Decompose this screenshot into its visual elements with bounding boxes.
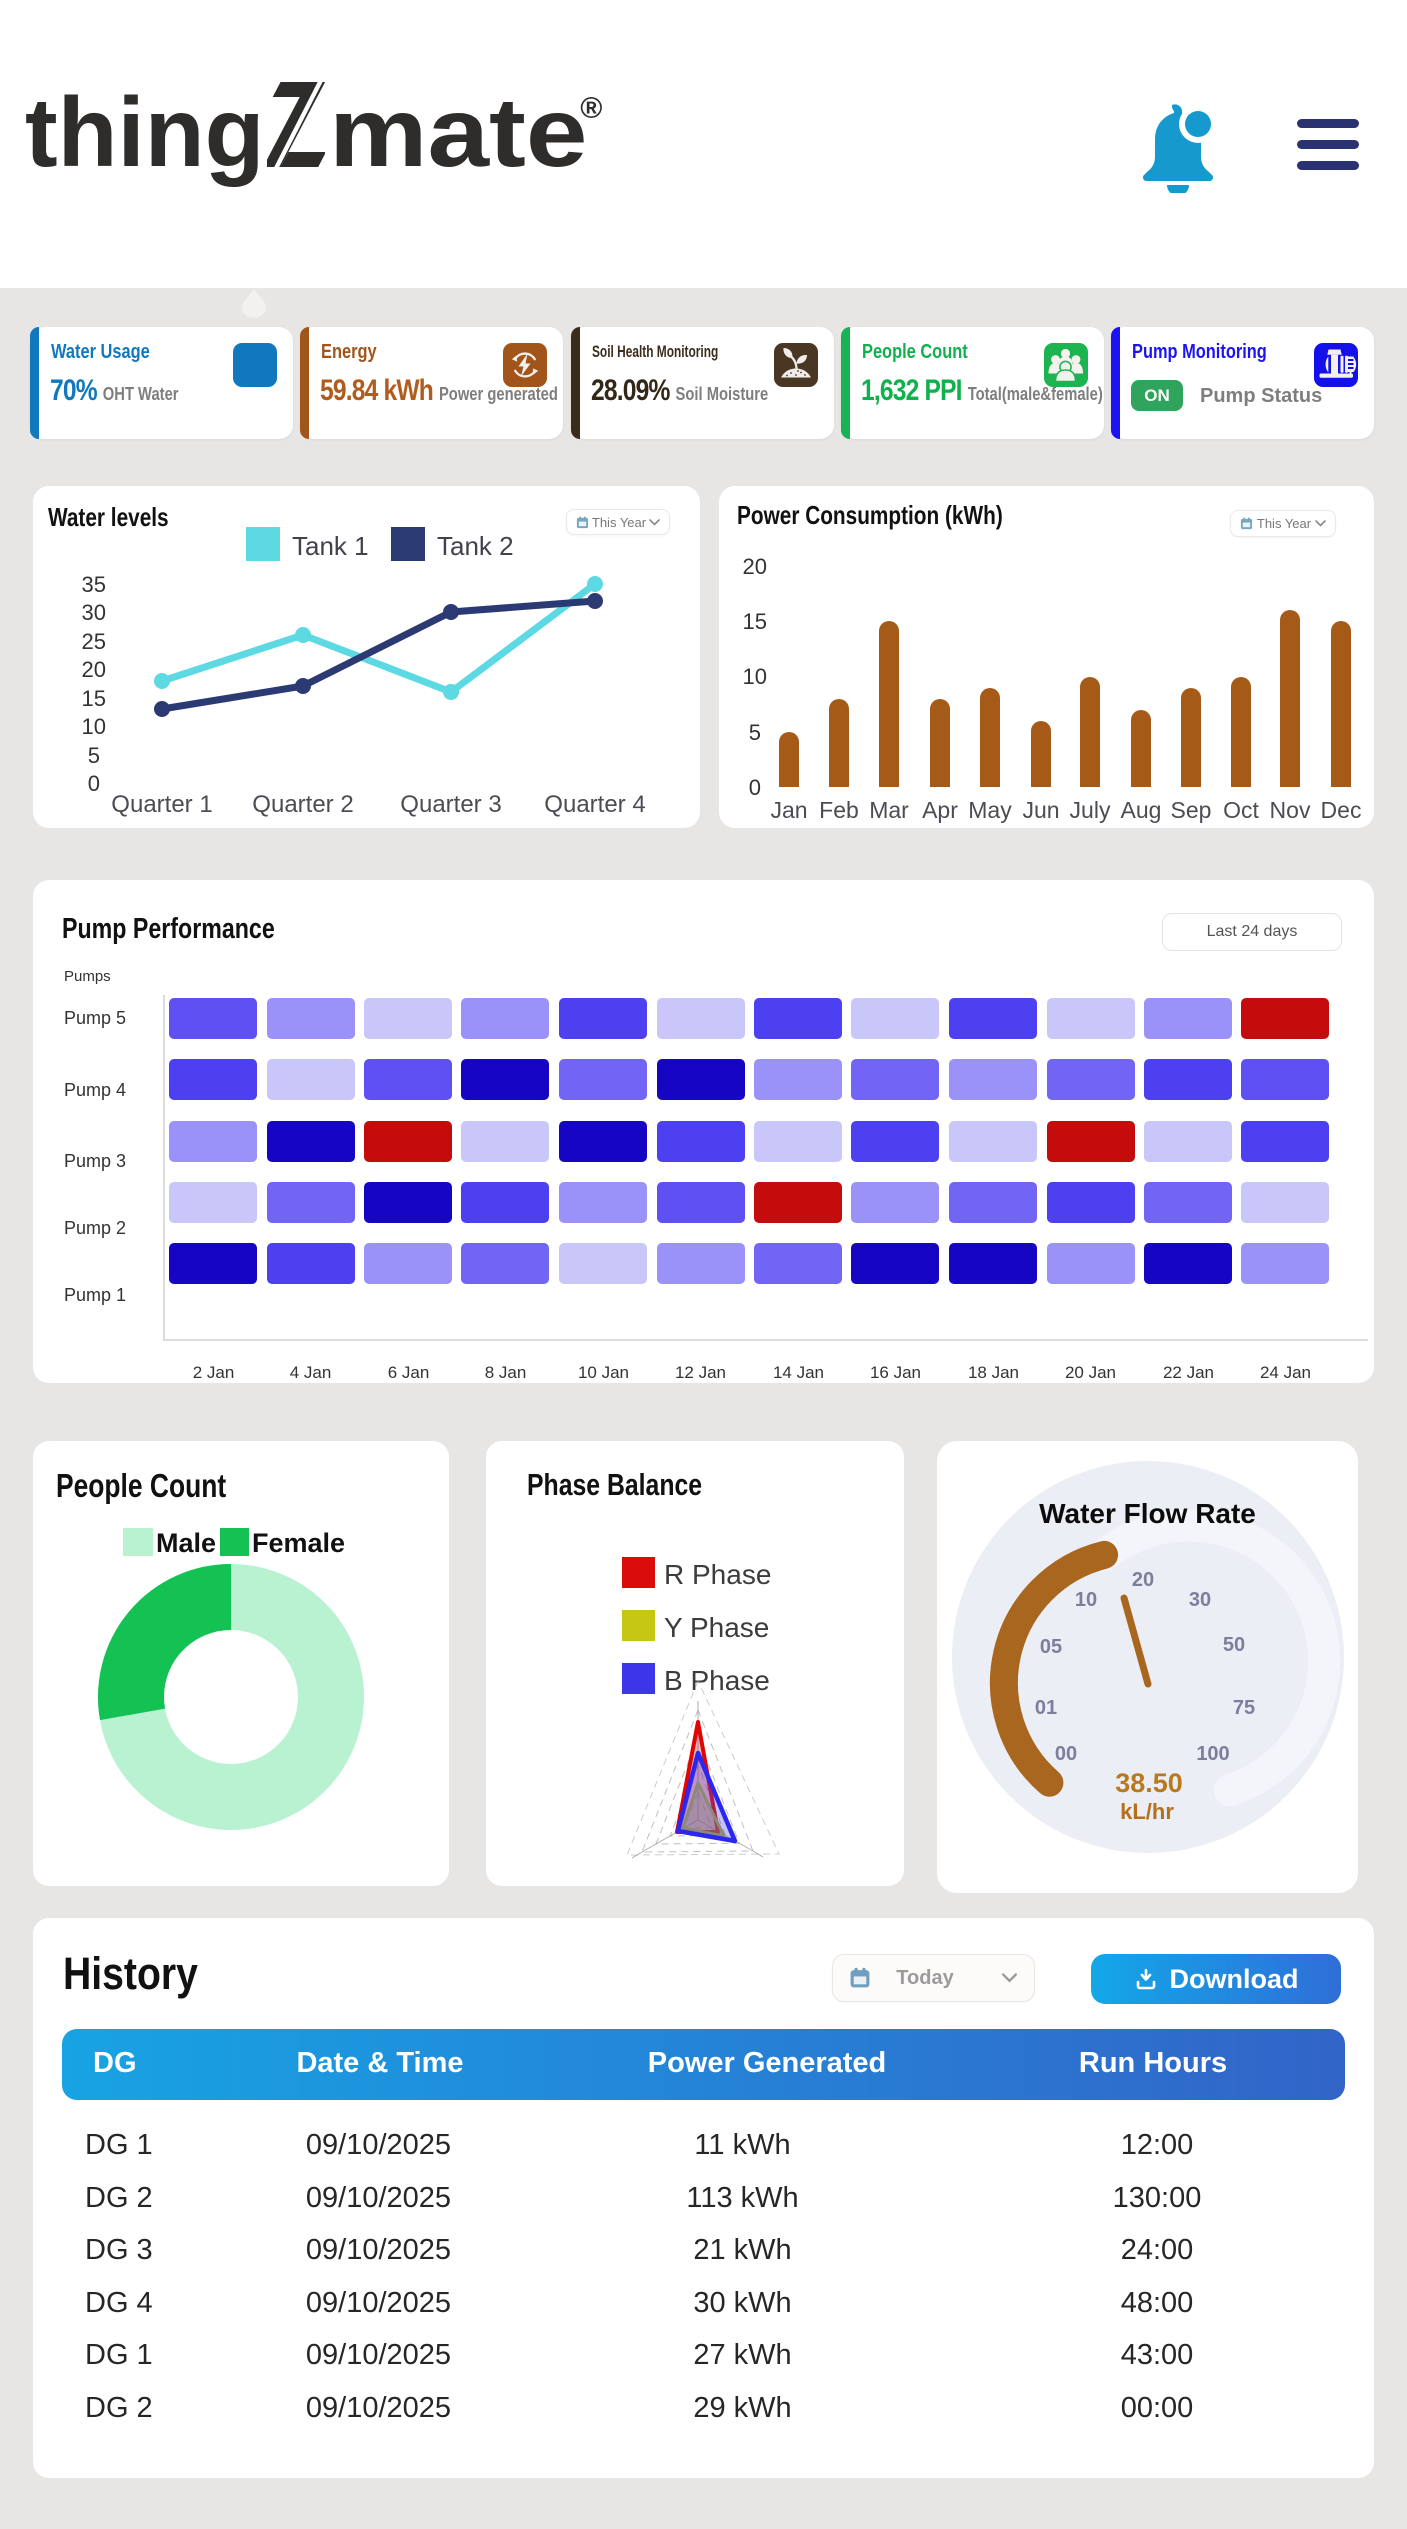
svg-text:20: 20 (1132, 1569, 1154, 1591)
svg-text:Quarter 4: Quarter 4 (544, 791, 645, 818)
svg-text:30: 30 (82, 600, 106, 625)
svg-text:20: 20 (743, 554, 767, 579)
svg-text:Jan: Jan (770, 797, 807, 823)
svg-text:10: 10 (82, 714, 106, 739)
svg-text:Quarter 2: Quarter 2 (252, 791, 353, 818)
svg-text:Dec: Dec (1321, 797, 1362, 823)
svg-text:15: 15 (743, 609, 767, 634)
svg-text:30: 30 (1189, 1589, 1211, 1611)
svg-text:July: July (1070, 797, 1111, 823)
svg-text:Nov: Nov (1270, 797, 1311, 823)
svg-text:Oct: Oct (1223, 797, 1259, 823)
svg-text:25: 25 (82, 629, 106, 654)
svg-text:05: 05 (1040, 1636, 1062, 1658)
svg-text:Feb: Feb (819, 797, 859, 823)
svg-text:Quarter 3: Quarter 3 (400, 791, 501, 818)
svg-text:38.50: 38.50 (1115, 1768, 1183, 1798)
svg-text:Mar: Mar (869, 797, 909, 823)
svg-text:20: 20 (82, 657, 106, 682)
svg-text:Jun: Jun (1022, 797, 1059, 823)
svg-text:100: 100 (1196, 1743, 1229, 1765)
svg-text:10: 10 (1075, 1589, 1097, 1611)
svg-text:75: 75 (1233, 1697, 1255, 1719)
svg-text:15: 15 (82, 686, 106, 711)
svg-text:Apr: Apr (922, 797, 958, 823)
svg-text:35: 35 (82, 572, 106, 597)
svg-text:01: 01 (1035, 1697, 1057, 1719)
svg-text:5: 5 (88, 743, 100, 768)
svg-text:May: May (968, 797, 1012, 823)
svg-text:kL/hr: kL/hr (1120, 1799, 1174, 1824)
svg-text:50: 50 (1223, 1634, 1245, 1656)
svg-text:5: 5 (749, 720, 761, 745)
svg-text:10: 10 (743, 664, 767, 689)
svg-text:0: 0 (749, 775, 761, 800)
svg-text:00: 00 (1055, 1743, 1077, 1765)
svg-text:Sep: Sep (1171, 797, 1212, 823)
svg-text:Quarter 1: Quarter 1 (111, 791, 212, 818)
svg-text:0: 0 (88, 771, 100, 796)
svg-text:Aug: Aug (1121, 797, 1162, 823)
